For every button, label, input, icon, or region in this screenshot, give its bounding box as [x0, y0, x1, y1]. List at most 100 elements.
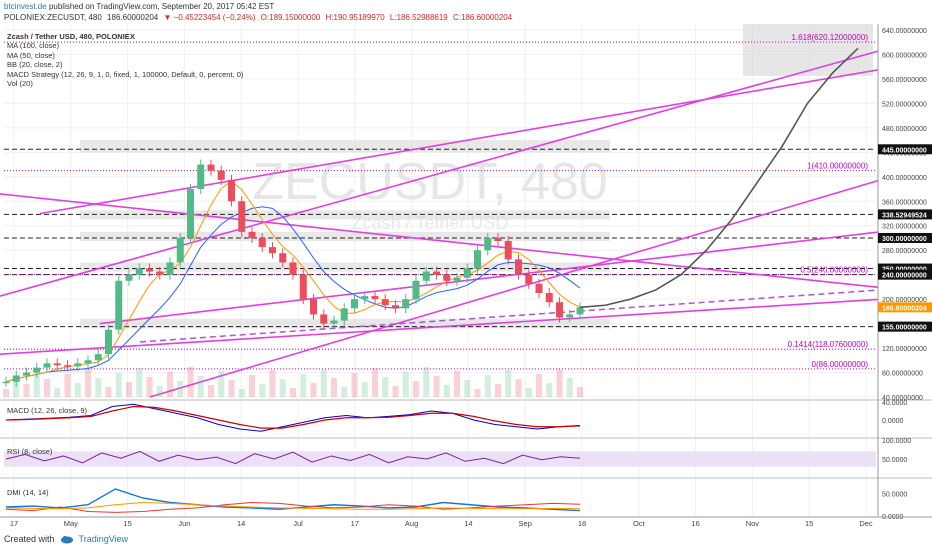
volume-bar [208, 385, 214, 397]
time-axis[interactable]: 17 May 15 Jun 14 Jul 17 Aug 14 Sep 18 Oct 16 Nov 15 Dec [0, 516, 932, 528]
volume-bar [310, 383, 317, 397]
price-axis[interactable]: 640.00000000 600.00000000 560.00000000 520.… [877, 24, 932, 516]
volume-bar [54, 388, 61, 397]
macd-line [5, 405, 581, 429]
volume-bar [484, 375, 491, 397]
volume-bar [115, 373, 122, 397]
level-label-bg [878, 144, 932, 155]
time-tick-label: May [64, 519, 78, 528]
trendline [0, 295, 932, 355]
price-change: ▼ −0.45223454 (−0.24%) [163, 13, 256, 22]
legend-item[interactable]: Vol (20) [7, 79, 33, 89]
candle [463, 268, 471, 278]
volume-bar [238, 389, 245, 397]
candle [299, 274, 307, 300]
price-tick-label: 480.00000000 [882, 126, 927, 133]
candle [381, 299, 389, 306]
volume-bar [402, 372, 409, 397]
level-label: 300.00000000 [882, 236, 927, 243]
level-label: 240.00000000 [882, 273, 927, 280]
volume-bar [546, 383, 553, 397]
dmi-legend[interactable]: DMI (14, 14) [7, 488, 49, 497]
volume-bar [505, 370, 512, 397]
open-value: O:189.15000000 [260, 13, 321, 22]
volume-bar [228, 380, 235, 397]
candle [64, 365, 71, 367]
fib-label: 0.5(240.00000000) [800, 266, 868, 275]
volume-bar [392, 386, 399, 397]
candle [515, 259, 522, 275]
volume-bar [156, 386, 163, 397]
level-label-bg [878, 263, 932, 274]
volume-bar [95, 378, 102, 397]
watermark-symbol: ZECUSDT, 480 [252, 153, 607, 211]
trendline [39, 59, 932, 215]
legend-title: Zcash / Tether USD, 480, POLONIEX [7, 32, 135, 41]
tradingview-cloud-icon [60, 535, 73, 543]
candle [84, 360, 92, 364]
current-price-bg [878, 302, 932, 313]
volume-bar [259, 384, 266, 397]
volume-bar [474, 389, 481, 397]
candle [53, 363, 61, 366]
candle [12, 375, 20, 382]
moving-average-line [5, 206, 581, 383]
volume-bar [269, 370, 276, 397]
level-label: 338.52949524 [882, 212, 927, 219]
candle [269, 247, 276, 254]
time-tick-label: Aug [405, 519, 418, 528]
candle [105, 329, 112, 355]
candle [433, 271, 440, 275]
time-tick-label: 17 [10, 519, 18, 528]
volume-bar [3, 389, 9, 397]
legend-item[interactable]: MACD Strategy (12, 26, 9, 1, 0, fixed, 1… [7, 69, 244, 79]
candle [33, 367, 41, 373]
volume-bar [536, 374, 542, 397]
rsi-legend[interactable]: RSI (8, close) [7, 447, 53, 456]
target-zone [743, 24, 873, 76]
chart-area[interactable]: ZECUSDT, 480 Zcash / Tether USD 1.618(62… [0, 24, 932, 528]
candle [371, 296, 379, 300]
volume-bar [372, 368, 378, 397]
volume-bar [249, 375, 255, 397]
legend-item[interactable]: BB (20, close, 2) [7, 60, 63, 70]
level-label-bg [878, 321, 932, 332]
time-tick-label: Oct [633, 519, 646, 528]
last-price: 186.60000204 [107, 13, 159, 22]
volume-bar [187, 367, 194, 397]
trendline [0, 35, 932, 297]
time-tick-label: Nov [746, 519, 760, 528]
volume-bar [44, 379, 50, 397]
price-tick-label: 40.00000000 [882, 395, 923, 402]
indicator-legend: Zcash / Tether USD, 480, POLONIEX MA (10… [7, 32, 243, 88]
forecast-curve [579, 47, 859, 309]
volume-bar [361, 382, 368, 397]
candle [289, 262, 297, 275]
high-value: H:190.95189970 [325, 13, 385, 22]
tradingview-brand[interactable]: TradingView [78, 534, 129, 544]
candle [392, 305, 399, 309]
site-link[interactable]: btcinvest.de [4, 2, 47, 11]
rsi-tick-label: 50.0000 [882, 457, 907, 464]
candle [351, 299, 358, 309]
trendline [0, 193, 932, 294]
candle [504, 241, 512, 260]
volume-bar [13, 375, 20, 397]
candle [135, 268, 143, 275]
price-tick-label: 80.00000000 [882, 371, 923, 378]
candle [115, 280, 123, 330]
volume-bar [105, 387, 112, 397]
dmi-tick-label: 50.0000 [882, 492, 907, 499]
legend-item[interactable]: MA (50, close) [7, 50, 55, 60]
macd-tick-label: 40.0000 [882, 400, 907, 407]
volume-bar [351, 373, 358, 397]
ohlc-line: POLONIEX:ZECUSDT, 480 186.60000204 ▼ −0.… [4, 13, 515, 22]
candle [43, 363, 51, 368]
volume-bar [177, 381, 184, 397]
price-tick-label: 320.00000000 [882, 224, 927, 231]
legend-item[interactable]: MA (100, close) [7, 41, 60, 51]
macd-legend[interactable]: MACD (12, 26, close, 9) [7, 406, 88, 415]
level-label: 155.00000000 [882, 325, 927, 332]
volume-bar [320, 369, 327, 397]
price-tick-label: 360.00000000 [882, 199, 927, 206]
